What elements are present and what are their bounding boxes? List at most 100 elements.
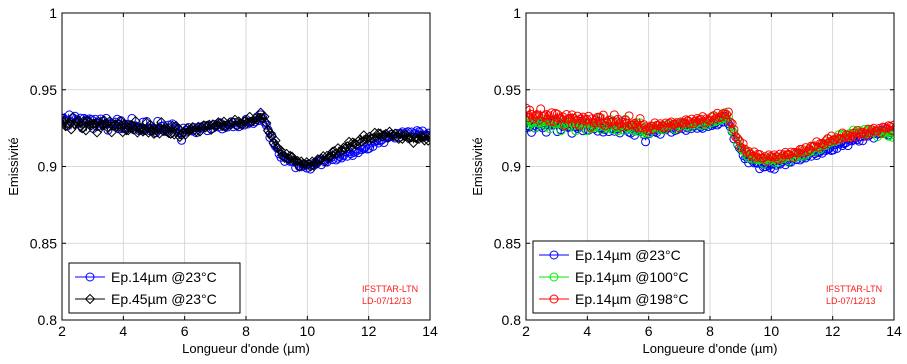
x-tick-label: 14	[886, 323, 902, 339]
data-point	[152, 123, 163, 135]
data-point	[413, 133, 425, 145]
data-point	[80, 125, 92, 136]
chart-panel-1: 2 4 6 8 10 12 14 0.8 0.85 0.9 0.95 1 Longueur d'onde…	[6, 5, 438, 356]
x-tick-label: 6	[181, 323, 189, 339]
data-point	[773, 154, 783, 164]
data-point	[192, 121, 204, 133]
series-3	[526, 103, 894, 166]
data-point	[874, 123, 884, 133]
data-point	[117, 126, 128, 138]
data-point	[264, 128, 276, 139]
data-point	[685, 119, 695, 129]
data-point	[183, 125, 195, 136]
data-point	[768, 152, 778, 162]
data-point	[259, 111, 270, 122]
data-point	[283, 153, 294, 165]
data-point	[598, 110, 608, 120]
data-point	[725, 117, 735, 127]
data-point	[185, 124, 197, 135]
data-point	[541, 109, 551, 119]
data-point	[88, 118, 99, 129]
watermark: IFSTTAR-LTN LD-07/12/13	[362, 284, 418, 306]
data-point	[176, 129, 187, 141]
data-point	[576, 114, 586, 124]
data-point	[832, 133, 842, 143]
data-point	[545, 124, 555, 134]
data-point	[343, 136, 355, 148]
data-point	[889, 120, 894, 130]
y-tick-label: 0.95	[30, 82, 57, 98]
watermark-line: LD-07/12/13	[826, 296, 876, 306]
data-point	[170, 120, 182, 132]
data-point	[690, 116, 700, 126]
legend-box	[68, 262, 241, 314]
data-point	[89, 118, 101, 129]
data-point	[887, 132, 894, 142]
legend-label: Ep.14µm @198°C	[575, 291, 688, 307]
data-point	[100, 118, 112, 129]
watermark-line: IFSTTAR-LTN	[362, 284, 418, 294]
y-tick-label: 0.9	[38, 159, 58, 175]
data-point	[62, 120, 71, 132]
series-markers	[62, 107, 430, 172]
data-point	[417, 131, 428, 143]
data-point	[238, 116, 250, 127]
x-tick-label: 14	[422, 323, 438, 339]
data-point	[216, 120, 228, 132]
data-point	[231, 120, 243, 131]
data-point	[821, 136, 831, 146]
data-point	[172, 123, 184, 134]
data-point	[786, 147, 796, 157]
data-point	[132, 127, 143, 138]
data-point	[549, 116, 559, 126]
data-point	[672, 118, 682, 128]
data-point	[526, 123, 531, 133]
data-point	[887, 125, 894, 135]
y-axis-label: Emissivité	[6, 137, 21, 196]
data-point	[624, 111, 634, 121]
x-tick-label: 8	[706, 323, 714, 339]
data-point	[261, 120, 271, 130]
data-point	[275, 145, 287, 156]
data-point	[143, 127, 154, 138]
x-tick-label: 4	[119, 323, 127, 339]
legend-entry: Ep.45µm @23°C	[75, 291, 217, 307]
data-point	[602, 118, 612, 128]
legend-entry: Ep.14µm @198°C	[539, 291, 688, 307]
x-tick-label: 6	[645, 323, 653, 339]
data-point	[424, 132, 430, 144]
data-point	[246, 116, 257, 127]
data-point	[633, 123, 643, 133]
data-point	[248, 115, 259, 126]
data-point	[386, 129, 397, 140]
watermark-line: IFSTTAR-LTN	[826, 284, 882, 294]
data-point	[727, 119, 737, 129]
data-point	[422, 135, 430, 146]
data-point	[336, 145, 347, 156]
data-point	[847, 131, 857, 141]
legend-label: Ep.14µm @23°C	[575, 247, 681, 263]
data-point	[273, 144, 285, 155]
legend-marker	[549, 294, 559, 304]
data-point	[547, 108, 557, 118]
data-point	[126, 119, 138, 131]
x-tick-label: 2	[522, 323, 530, 339]
data-point	[177, 135, 187, 145]
data-point	[729, 125, 739, 135]
y-tick-label: 1	[513, 5, 521, 21]
x-tick-label: 4	[583, 323, 591, 339]
data-point	[733, 134, 743, 144]
data-point	[167, 120, 178, 131]
data-point	[292, 155, 303, 167]
data-point	[242, 117, 254, 128]
data-point	[659, 123, 669, 133]
data-point	[604, 115, 614, 125]
data-point	[574, 121, 584, 131]
data-point	[180, 129, 191, 140]
y-axis-label: Emissivité	[470, 137, 485, 196]
x-tick-label: 12	[825, 323, 841, 339]
data-point	[856, 129, 866, 139]
legend-label: Ep.45µm @23°C	[111, 291, 217, 307]
chart-panel-2: 2 4 6 8 10 12 14 0.8 0.85 0.9 0.95 1 Longueure d'ond…	[470, 5, 902, 356]
